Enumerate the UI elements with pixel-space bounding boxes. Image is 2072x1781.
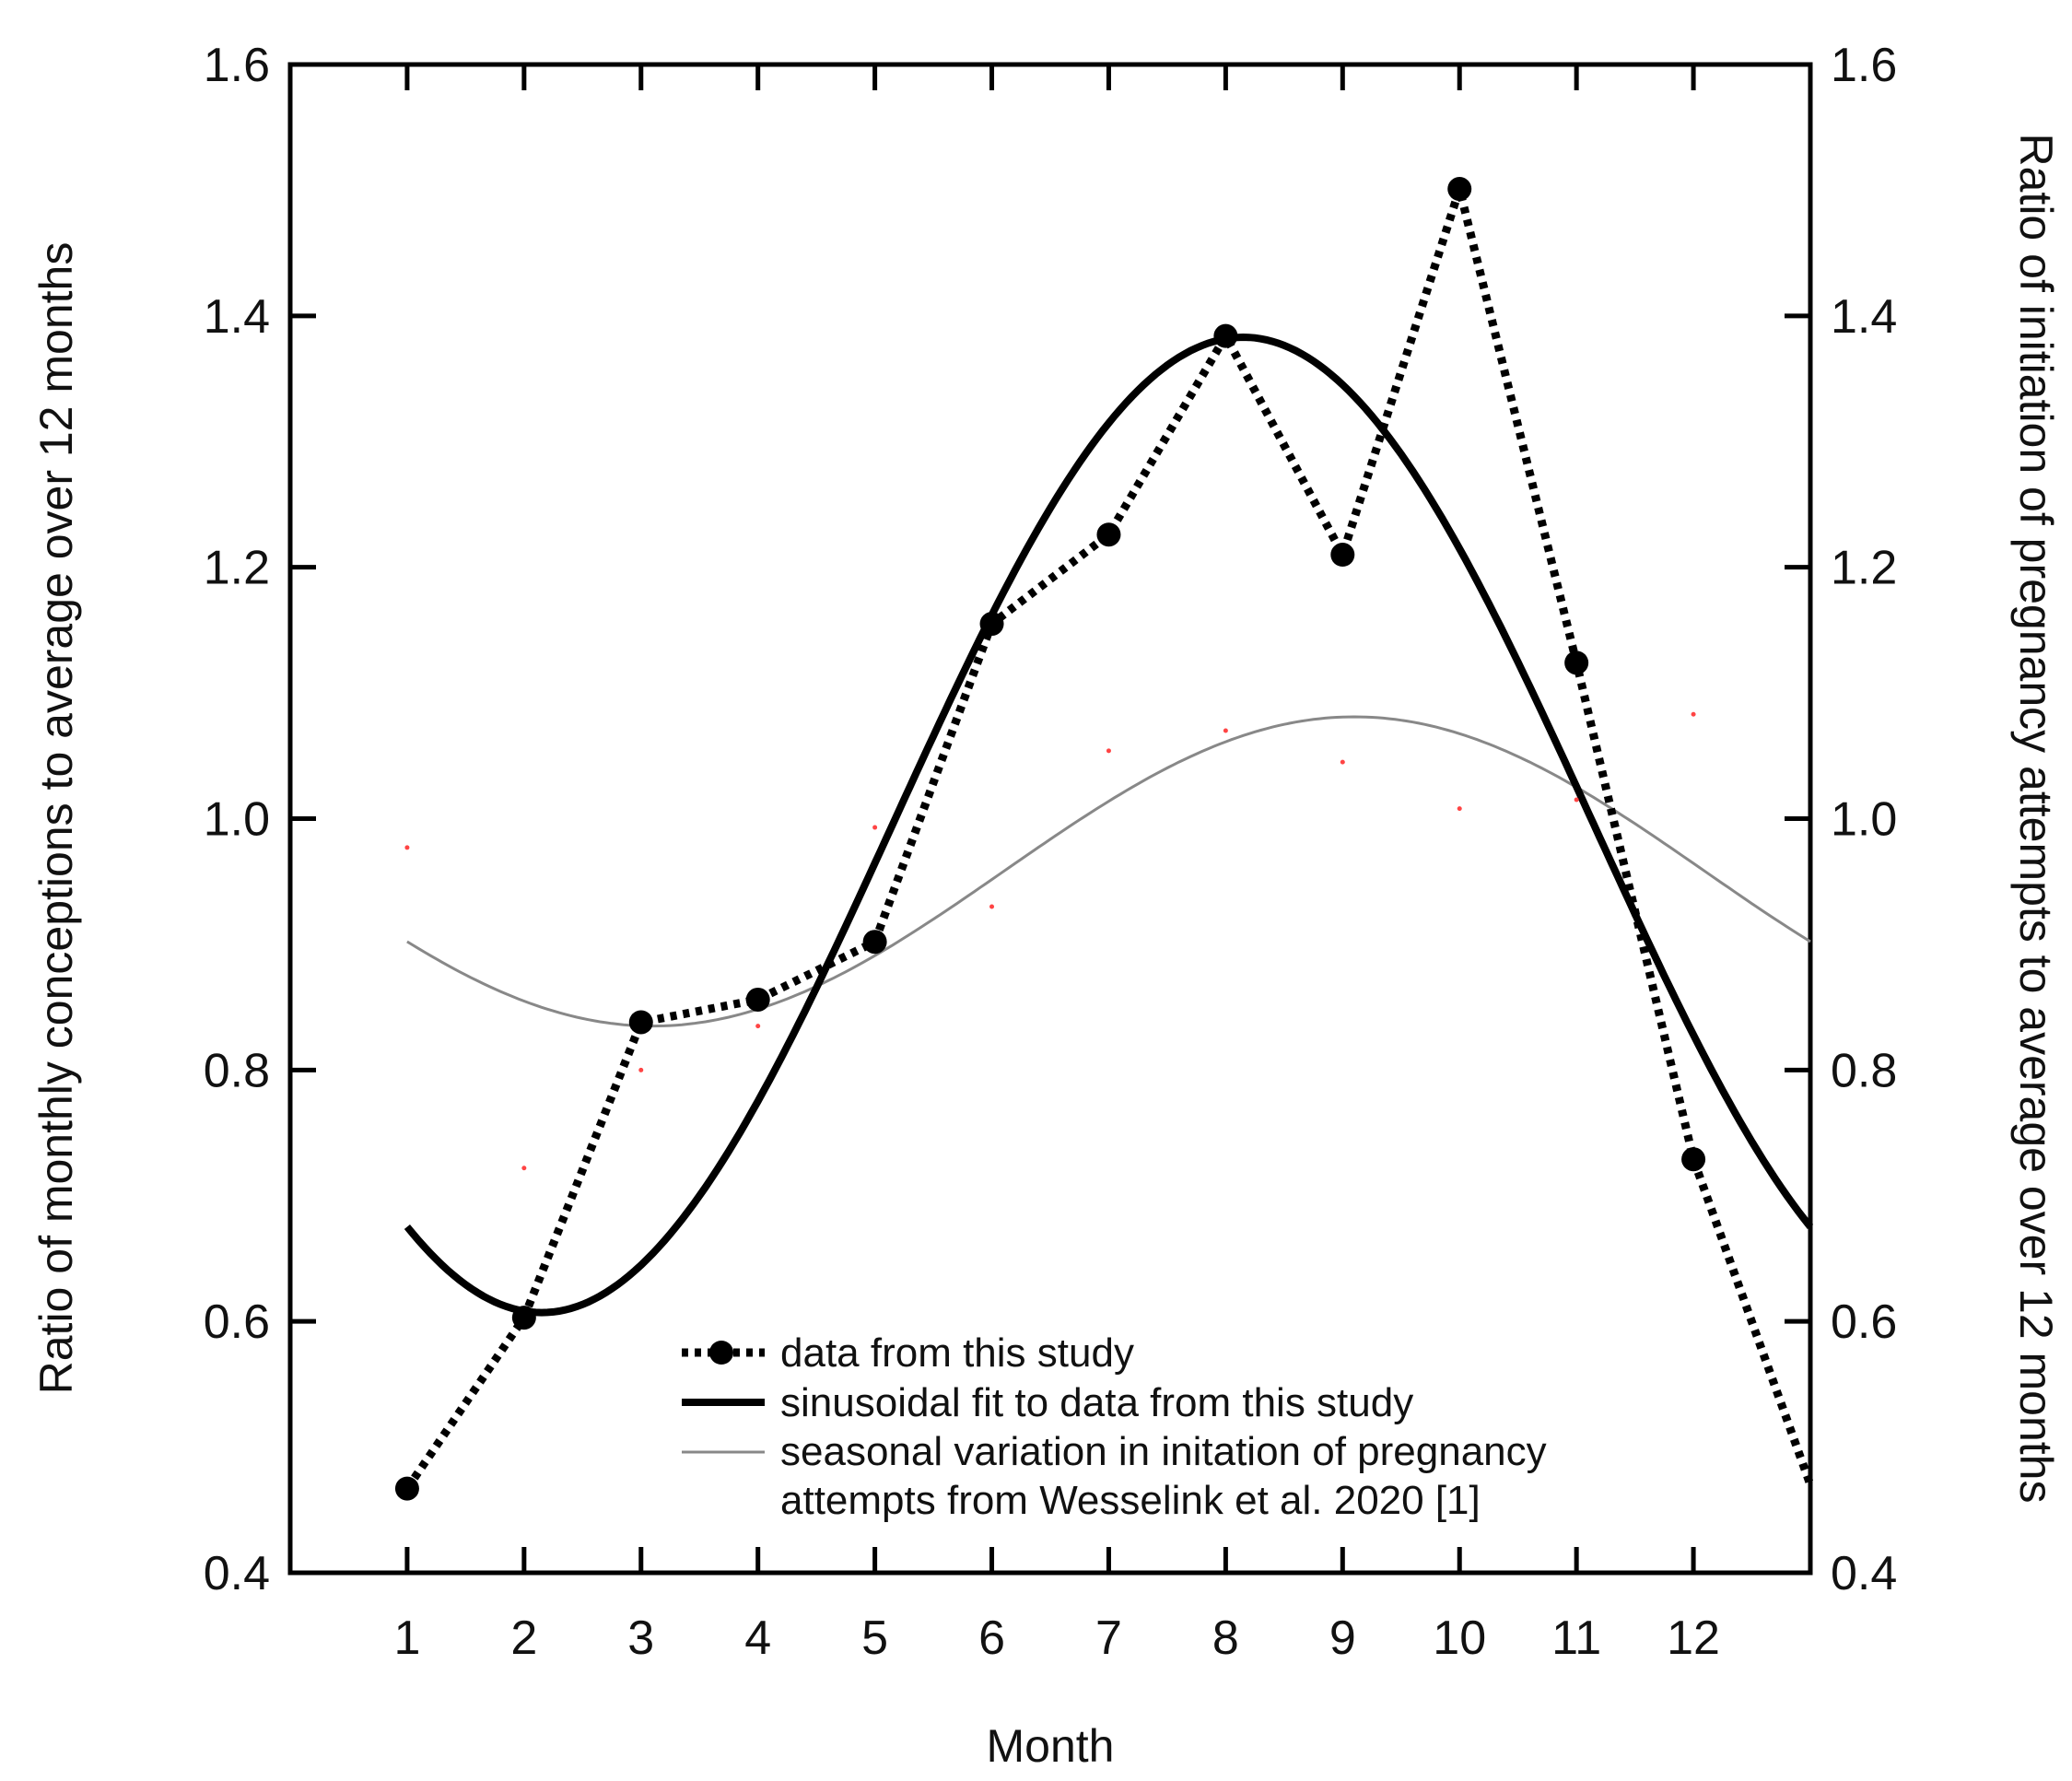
x-tick-label: 5: [861, 1611, 888, 1665]
scatter-point: [1691, 711, 1696, 717]
scatter-point: [521, 1166, 527, 1171]
scatter-point: [404, 845, 410, 850]
x-tick-label: 4: [744, 1611, 771, 1665]
y-tick-label-right: 0.4: [1831, 1547, 1897, 1600]
y-axis-title-left: Ratio of monthly conceptions to average …: [30, 242, 82, 1395]
legend-swatch-data-marker: [709, 1341, 733, 1365]
x-tick-label: 2: [510, 1611, 537, 1665]
x-tick-label: 7: [1095, 1611, 1122, 1665]
data-point: [1447, 177, 1472, 202]
ticks-layer: 0.4 0.4 0.6 0.6 0.8 0.8 1.0 1.0 1.2 1.2 1.4 1.4 1.6 1…: [204, 39, 1898, 1665]
x-axis-title: Month: [987, 1720, 1115, 1772]
data-point: [862, 930, 887, 955]
data-point: [628, 1010, 653, 1035]
y-tick-label-right: 1.6: [1831, 39, 1897, 92]
y-tick-label-right: 1.4: [1831, 290, 1897, 344]
y-tick-label-left: 0.4: [204, 1547, 270, 1600]
y-tick-label-left: 1.0: [204, 793, 270, 847]
y-tick-label-left: 1.2: [204, 542, 270, 595]
scatter-point: [1223, 728, 1228, 733]
x-tick-label: 12: [1667, 1611, 1720, 1665]
series-layer: [394, 173, 1815, 1501]
y-tick-label-left: 1.6: [204, 39, 270, 92]
y-axis-title-right: Ratio of initiation of pregnancy attempt…: [2010, 134, 2062, 1504]
scatter-point: [872, 825, 878, 830]
data-point: [1564, 650, 1589, 675]
y-tick-label-right: 0.6: [1831, 1295, 1897, 1349]
legend-label-fit: sinusoidal fit to data from this study: [780, 1380, 1413, 1425]
legend-label-wesselink-line-1: seasonal variation in initation of pregn…: [780, 1429, 1547, 1474]
scatter-point: [1457, 806, 1462, 812]
y-tick-label-left: 1.4: [204, 290, 270, 344]
scatter-point: [1574, 797, 1579, 803]
legend-label-data: data from this study: [780, 1330, 1134, 1376]
x-tick-label: 1: [393, 1611, 420, 1665]
x-tick-label: 3: [627, 1611, 654, 1665]
legend: data from this study sinusoidal fit to d…: [682, 1330, 1547, 1523]
x-tick-label: 8: [1212, 1611, 1239, 1665]
y-tick-label-right: 1.2: [1831, 542, 1897, 595]
data-point: [745, 987, 770, 1012]
legend-label-wesselink-line-2: attempts from Wesselink et al. 2020 [1]: [780, 1478, 1481, 1523]
x-tick-label: 10: [1433, 1611, 1486, 1665]
data-point: [511, 1306, 536, 1330]
scatter-point: [1340, 759, 1345, 765]
data-point: [1096, 522, 1121, 547]
sinusoidal-fit-curve: [404, 333, 1814, 1317]
data-point: [979, 612, 1004, 637]
scatter-point: [755, 1024, 761, 1029]
scatter-point: [989, 904, 995, 909]
data-point: [394, 1476, 419, 1501]
scatter-point: [638, 1067, 644, 1072]
y-tick-label-left: 0.8: [204, 1044, 270, 1097]
scatter-point: [1106, 748, 1111, 754]
x-tick-label: 6: [978, 1611, 1005, 1665]
y-tick-label-right: 0.8: [1831, 1044, 1897, 1097]
x-tick-label: 9: [1329, 1611, 1356, 1665]
y-tick-label-right: 1.0: [1831, 793, 1897, 847]
x-tick-label: 11: [1551, 1611, 1601, 1665]
data-point: [1330, 543, 1355, 568]
y-tick-label-left: 0.6: [204, 1295, 270, 1349]
data-point: [1681, 1147, 1706, 1172]
data-point: [1213, 323, 1238, 348]
